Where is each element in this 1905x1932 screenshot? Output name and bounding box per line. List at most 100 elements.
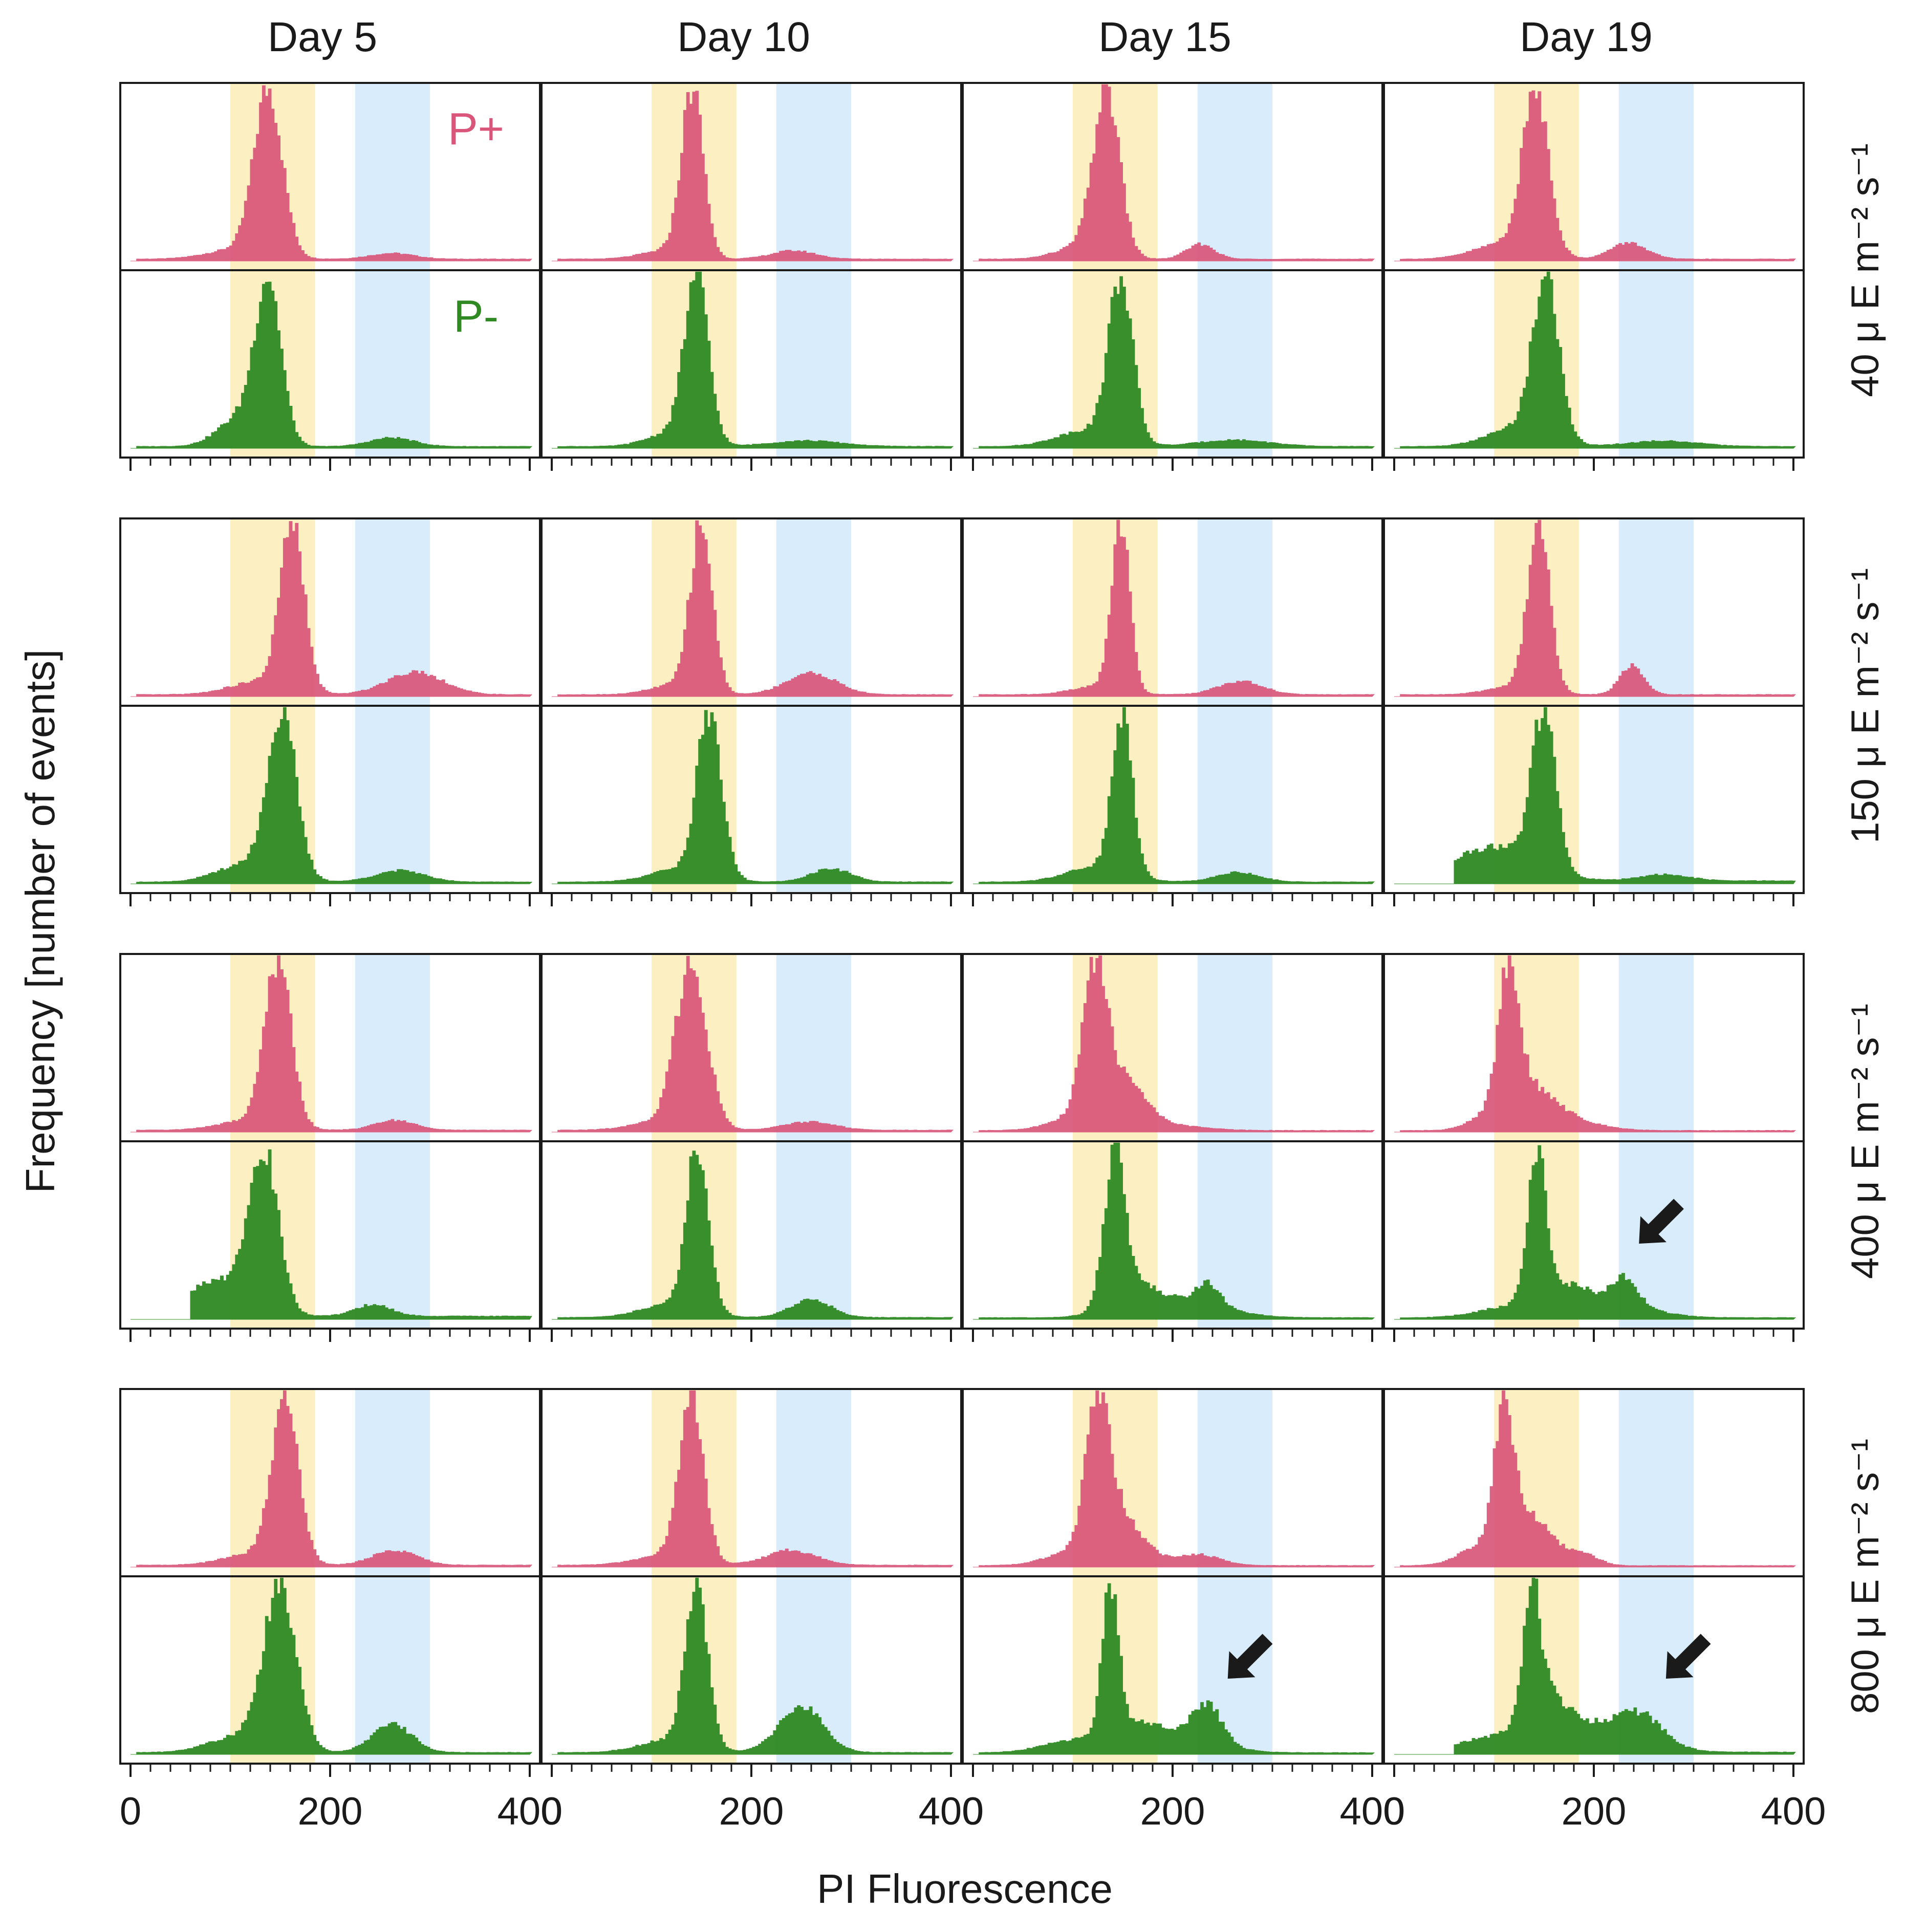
g2-band [776, 954, 851, 1141]
panel-r1-c3-p-plus [1383, 517, 1805, 707]
g2-band [1618, 954, 1694, 1141]
histogram-p-plus [131, 85, 533, 262]
x-ticks-r1-c1 [551, 893, 952, 906]
histogram-p-plus [973, 84, 1375, 262]
panel-frame [1383, 82, 1805, 271]
panel-frame [540, 953, 962, 1142]
panel-frame [119, 1140, 541, 1330]
x-tick-label: 200 [1562, 1790, 1627, 1833]
panel-r3-c0-p-minus [119, 1575, 541, 1765]
x-tick-label: 400 [1340, 1790, 1405, 1833]
panels-layer [119, 82, 1805, 1777]
panel-r0-c3-p-plus [1383, 82, 1805, 271]
panel-frame [962, 705, 1383, 894]
x-tick-label: 200 [1140, 1790, 1205, 1833]
panel-frame [1383, 705, 1805, 894]
x-ticks-r1-c3 [1393, 893, 1794, 906]
histogram-p-plus [973, 955, 1375, 1133]
x-ticks-r2-c1 [551, 1329, 952, 1342]
histogram-p-minus [973, 707, 1375, 884]
x-tick-label: 200 [298, 1790, 363, 1833]
panel-frame [119, 705, 541, 894]
panel-r3-c0-p-plus [119, 1388, 541, 1577]
histogram-p-minus [552, 1577, 954, 1755]
histogram-p-minus [131, 281, 533, 449]
x-tick-label: 400 [1761, 1790, 1826, 1833]
g2-band [776, 83, 851, 270]
g2-band [1197, 954, 1272, 1141]
histogram-p-plus [1394, 90, 1796, 262]
panel-frame [1383, 1388, 1805, 1577]
x-ticks-r0-c1 [551, 458, 952, 471]
x-ticks-r3-c1 [551, 1764, 952, 1777]
panel-r0-c0-p-minus [119, 269, 541, 459]
g2-band [355, 270, 430, 458]
panel-frame [540, 82, 962, 271]
histogram-p-minus [973, 276, 1375, 449]
g2-band [1618, 1389, 1694, 1576]
annotation-arrow-1 [1639, 1199, 1684, 1244]
histogram-p-minus [131, 707, 533, 884]
panel-frame [962, 953, 1383, 1142]
g2-band [776, 270, 851, 458]
panel-r2-c0-p-plus [119, 953, 541, 1142]
x-ticks-r1-c0 [129, 893, 531, 906]
panel-r0-c1-p-plus [540, 82, 962, 271]
g2-band [355, 954, 430, 1141]
histogram-p-plus [552, 956, 954, 1133]
column-header-1: Day 5 [268, 14, 377, 60]
x-ticks-r3-c3 [1393, 1764, 1794, 1777]
panel-frame [540, 1140, 962, 1330]
g2-band [1197, 1389, 1272, 1576]
panel-r0-c2-p-plus [962, 82, 1383, 271]
g2-band [1197, 706, 1272, 893]
panel-frame [962, 517, 1383, 707]
x-ticks-r0-c0 [129, 458, 531, 471]
panel-frame [540, 1575, 962, 1765]
histogram-p-minus [552, 271, 954, 449]
histogram-p-plus [1394, 519, 1796, 697]
x-ticks-r3-c0 [129, 1764, 531, 1777]
panel-r2-c2-p-minus [962, 1140, 1383, 1330]
histogram-p-minus [973, 1142, 1375, 1320]
row-label-3: 400 μ E m⁻² s⁻¹ [1844, 1004, 1887, 1279]
panel-r3-c3-p-minus [1383, 1575, 1805, 1765]
panel-r0-c0-p-plus [119, 82, 541, 271]
histogram-p-plus [552, 91, 954, 262]
histogram-p-plus [552, 1390, 954, 1568]
x-ticks-r1-c2 [972, 893, 1373, 906]
row-label-4: 800 μ E m⁻² s⁻¹ [1844, 1439, 1887, 1714]
x-ticks-r0-c3 [1393, 458, 1794, 471]
g2-band [355, 706, 430, 893]
row-label-1: 40 μ E m⁻² s⁻¹ [1844, 143, 1887, 397]
panel-frame [962, 82, 1383, 271]
panel-frame [119, 1575, 541, 1765]
histogram-p-plus [131, 1390, 533, 1568]
g2-band [776, 1141, 851, 1329]
g2-band [355, 83, 430, 270]
g2-band [1197, 83, 1272, 270]
histogram-p-minus [552, 1150, 954, 1320]
panel-r1-c0-p-minus [119, 705, 541, 894]
x-ticks-r0-c2 [972, 458, 1373, 471]
x-ticks-r2-c3 [1393, 1329, 1794, 1342]
panel-frame [119, 953, 541, 1142]
g2-band [776, 1389, 851, 1576]
x-ticks-r2-c0 [129, 1329, 531, 1342]
column-header-2: Day 10 [677, 14, 810, 60]
panel-frame [1383, 517, 1805, 707]
panel-r1-c2-p-plus [962, 517, 1383, 707]
histogram-p-plus [1394, 1390, 1796, 1568]
panel-r2-c3-p-minus [1383, 1140, 1805, 1330]
histogram-p-minus [131, 1149, 532, 1320]
panel-r3-c2-p-plus [962, 1388, 1383, 1577]
panel-frame [1383, 269, 1805, 459]
y-axis-label: Frequency [number of events] [17, 649, 63, 1193]
g2-band [776, 706, 851, 893]
g2-band [355, 1141, 430, 1329]
g2-band [1618, 83, 1694, 270]
histogram-p-minus [1394, 1577, 1796, 1755]
panel-frame [962, 1388, 1383, 1577]
